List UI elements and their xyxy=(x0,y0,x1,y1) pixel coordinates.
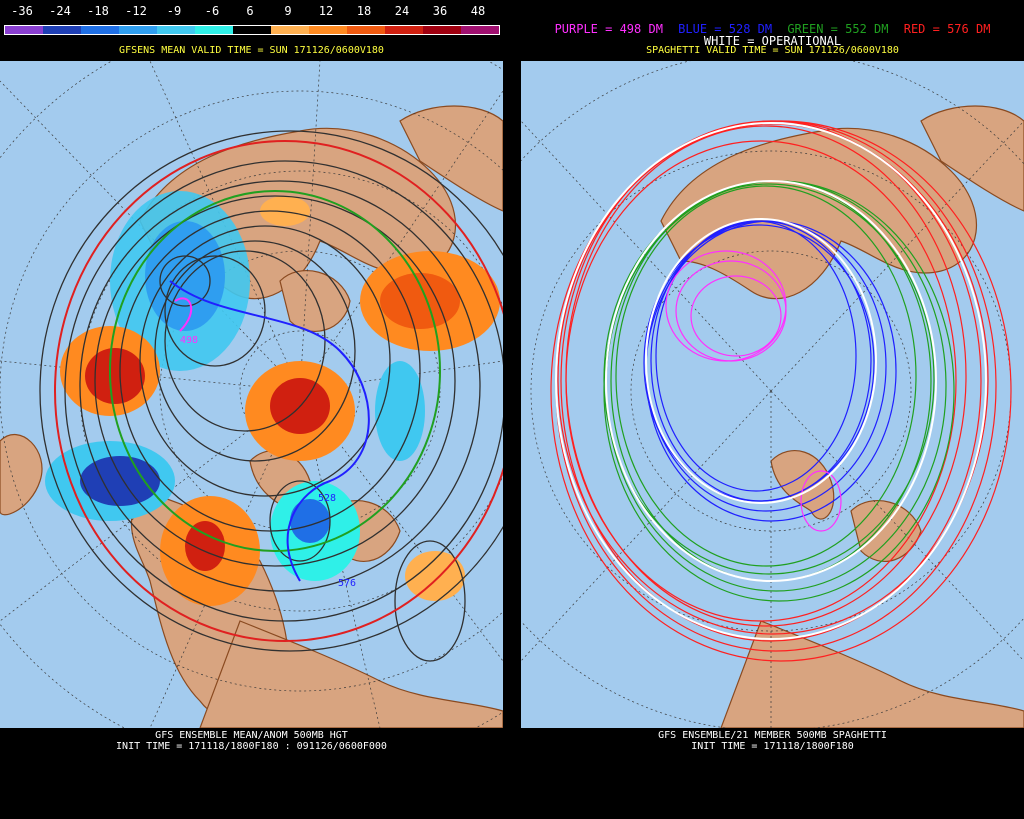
scale-label: 24 xyxy=(394,4,410,18)
right-valid-time-title: SPAGHETTI VALID TIME = SUN 171126/0600V1… xyxy=(646,45,899,56)
spaghetti-498-contours xyxy=(665,250,842,532)
scale-swatch xyxy=(81,26,119,34)
scale-swatch xyxy=(119,26,157,34)
scale-label: 48 xyxy=(470,4,486,18)
scale-label: -12 xyxy=(125,4,147,18)
scale-swatch xyxy=(461,26,499,34)
height-contours xyxy=(39,130,503,662)
scale-swatch xyxy=(43,26,81,34)
scale-swatch xyxy=(385,26,423,34)
left-footer: GFS ENSEMBLE MEAN/ANOM 500MB HGT INIT TI… xyxy=(0,730,503,752)
scale-label: -24 xyxy=(49,4,71,18)
scale-swatch xyxy=(5,26,43,34)
spaghetti-legend: PURPLE = 498 DM BLUE = 528 DM GREEN = 55… xyxy=(521,22,1024,36)
scale-swatch xyxy=(271,26,309,34)
scale-label: 36 xyxy=(432,4,448,18)
contour-label-528: 528 xyxy=(318,493,336,504)
legend-purple: PURPLE = 498 DM xyxy=(554,22,663,36)
right-footer-product: GFS ENSEMBLE/21 MEMBER 500MB SPAGHETTI xyxy=(658,730,887,741)
anomaly-scale-labels: -36 -24 -18 -12 -9 -6 6 9 12 18 24 36 48 xyxy=(0,4,503,20)
land-masses xyxy=(660,105,1024,728)
left-footer-product: GFS ENSEMBLE MEAN/ANOM 500MB HGT xyxy=(155,730,348,741)
scale-label: 12 xyxy=(318,4,334,18)
scale-label: -9 xyxy=(166,4,182,18)
ensemble-mean-panel: -36 -24 -18 -12 -9 -6 6 9 12 18 24 36 48… xyxy=(0,0,503,819)
right-footer-init-time: INIT TIME = 171118/1800F180 xyxy=(691,741,854,752)
operational-contours xyxy=(555,122,987,640)
scale-swatch xyxy=(195,26,233,34)
scale-label: -36 xyxy=(11,4,33,18)
scale-label: -6 xyxy=(204,4,220,18)
scale-label: 9 xyxy=(284,4,292,18)
contour-label-498: 498 xyxy=(180,335,198,346)
spaghetti-panel: PURPLE = 498 DM BLUE = 528 DM GREEN = 55… xyxy=(521,0,1024,819)
scale-swatch xyxy=(309,26,347,34)
left-footer-init-time: INIT TIME = 171118/1800F180 : 091126/060… xyxy=(116,741,387,752)
panel-divider xyxy=(503,0,521,819)
scale-swatch xyxy=(423,26,461,34)
left-valid-time-title: GFSENS MEAN VALID TIME = SUN 171126/0600… xyxy=(119,45,384,56)
spaghetti-map xyxy=(521,61,1024,728)
legend-green: GREEN = 552 DM xyxy=(787,22,889,36)
scale-label: 18 xyxy=(356,4,372,18)
right-footer: GFS ENSEMBLE/21 MEMBER 500MB SPAGHETTI I… xyxy=(521,730,1024,752)
mean-anomaly-map: 498 528 576 xyxy=(0,61,503,728)
scale-label: -18 xyxy=(87,4,109,18)
legend-blue: BLUE = 528 DM xyxy=(678,22,773,36)
scale-swatch xyxy=(347,26,385,34)
scale-swatch xyxy=(233,26,271,34)
legend-white: WHITE = OPERATIONAL xyxy=(703,34,842,48)
anomaly-color-scale xyxy=(4,25,500,35)
scale-label: 6 xyxy=(246,4,254,18)
contour-label-576: 576 xyxy=(338,578,356,589)
scale-swatch xyxy=(157,26,195,34)
key-contours xyxy=(54,140,503,642)
legend-red: RED = 576 DM xyxy=(903,22,991,36)
